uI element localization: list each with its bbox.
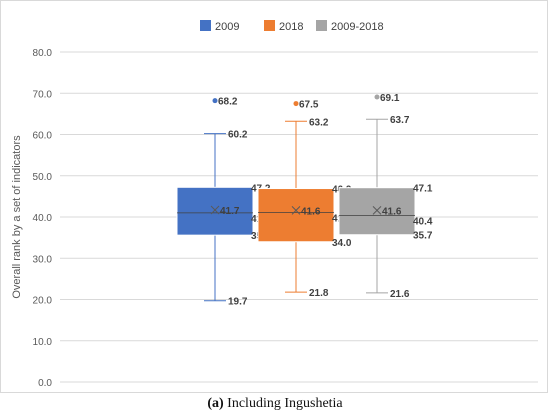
data-label-min: 21.6 — [390, 289, 410, 300]
y-axis-title: Overall rank by a set of indicators — [11, 135, 23, 299]
box-iqr — [338, 187, 416, 236]
legend-swatch — [264, 20, 275, 31]
y-tick-label: 60.0 — [33, 131, 53, 142]
data-label-mean: 41.7 — [220, 206, 240, 217]
mean-marker — [372, 206, 382, 215]
y-tick-label: 50.0 — [33, 172, 53, 183]
data-label-max: 63.2 — [309, 117, 329, 128]
data-label-outlier: 68.2 — [218, 97, 238, 108]
chart-frame — [0, 0, 548, 393]
data-label-outlier: 67.5 — [299, 100, 319, 111]
box-iqr — [176, 186, 254, 236]
figure-caption: (a) Including Ingushetia — [0, 396, 550, 412]
y-tick-label: 0.0 — [38, 378, 52, 389]
data-label-mean: 41.6 — [382, 206, 402, 217]
caption-text: Including Ingushetia — [223, 396, 343, 411]
outlier-point — [212, 98, 218, 104]
box-plot-chart: 0.0 10.0 20.0 30.0 40.0 50.0 60.0 70.0 80.0 Overa… — [11, 20, 538, 389]
data-label-q1: 35.7 — [413, 231, 433, 242]
data-label-median: 40.4 — [413, 216, 433, 227]
data-label-min: 21.8 — [309, 288, 329, 299]
data-label-outlier: 69.1 — [380, 93, 400, 104]
data-label-min: 19.7 — [228, 297, 248, 308]
y-tick-label: 70.0 — [33, 89, 53, 100]
legend-label: 2018 — [279, 21, 303, 33]
data-label-mean: 41.6 — [301, 206, 321, 217]
legend-swatch — [200, 20, 211, 31]
legend-swatch — [316, 20, 327, 31]
data-label-max: 60.2 — [228, 130, 248, 141]
y-tick-label: 40.0 — [33, 213, 53, 224]
outlier-point — [293, 101, 299, 107]
caption-label: (a) — [207, 396, 224, 411]
data-label-max: 63.7 — [390, 115, 410, 126]
mean-marker — [210, 205, 220, 215]
outlier-point — [374, 94, 380, 100]
legend-label: 2009-2018 — [331, 21, 384, 33]
y-tick-label: 10.0 — [33, 337, 53, 348]
box-iqr — [257, 188, 335, 243]
y-tick-label: 30.0 — [33, 254, 53, 265]
y-tick-label: 20.0 — [33, 296, 53, 307]
legend-label: 2009 — [215, 21, 239, 33]
y-tick-label: 80.0 — [33, 48, 53, 59]
data-label-q3: 47.1 — [413, 184, 433, 195]
mean-marker — [291, 206, 301, 215]
data-label-q1: 34.0 — [332, 238, 352, 249]
